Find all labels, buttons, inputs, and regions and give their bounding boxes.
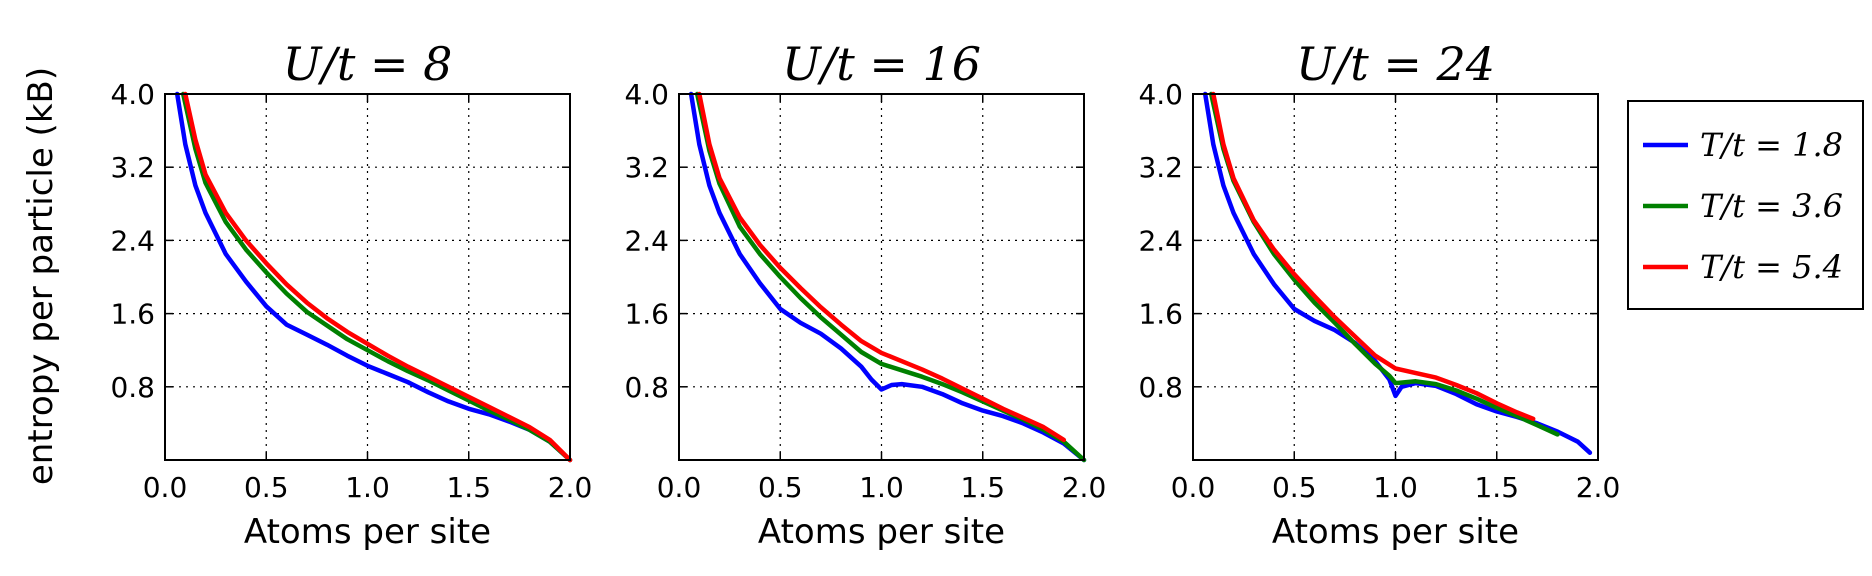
- panel-1: 0.0 0.5 1.0 1.5 2.0 0.8 1.6 2.4 3.2 4.0 Atoms per …: [110, 37, 592, 552]
- x-tick-label: 0.5: [1272, 471, 1317, 504]
- y-tick-label: 3.2: [624, 151, 669, 184]
- x-axis-label: Atoms per site: [1272, 512, 1519, 552]
- series-line-3: [697, 91, 1067, 443]
- x-tick-label: 0.0: [1171, 471, 1216, 504]
- y-tick-label: 4.0: [1138, 78, 1183, 111]
- y-tick-label: 3.2: [110, 151, 155, 184]
- y-tick-label: 0.8: [624, 371, 669, 404]
- series-line-3: [183, 91, 573, 463]
- y-tick-label: 4.0: [624, 78, 669, 111]
- legend-entry-label: T/t = 1.8: [1700, 126, 1843, 164]
- y-tick-label: 3.2: [1138, 151, 1183, 184]
- panel-3: 0.0 0.5 1.0 1.5 2.0 0.8 1.6 2.4 3.2 4.0 Atoms per …: [1138, 37, 1620, 552]
- series-line-1: [688, 91, 1087, 463]
- x-tick-label: 1.5: [960, 471, 1005, 504]
- y-tick-label: 2.4: [110, 224, 155, 257]
- x-tick-label: 0.0: [143, 471, 188, 504]
- series-line-1: [1202, 91, 1593, 455]
- panels: 0.0 0.5 1.0 1.5 2.0 0.8 1.6 2.4 3.2 4.0 Atoms per …: [110, 37, 1620, 552]
- x-tick-label: 1.5: [446, 471, 491, 504]
- x-axis-label: Atoms per site: [758, 512, 1005, 552]
- x-tick-label: 2.0: [1576, 471, 1621, 504]
- x-tick-label: 2.0: [548, 471, 593, 504]
- y-tick-label: 0.8: [1138, 371, 1183, 404]
- x-tick-label: 0.5: [758, 471, 803, 504]
- x-tick-label: 1.0: [1373, 471, 1418, 504]
- x-tick-label: 0.5: [244, 471, 289, 504]
- legend-entry-label: T/t = 5.4: [1700, 248, 1843, 286]
- y-axis-label: entropy per particle (kB): [21, 67, 61, 485]
- series-line-1: [174, 91, 573, 463]
- y-tick-label: 2.4: [1138, 224, 1183, 257]
- y-tick-label: 0.8: [110, 371, 155, 404]
- x-tick-label: 1.5: [1474, 471, 1519, 504]
- x-tick-label: 1.0: [345, 471, 390, 504]
- y-tick-label: 1.6: [110, 298, 155, 331]
- y-tick-label: 1.6: [624, 298, 669, 331]
- panel-title: U/t = 16: [782, 37, 981, 91]
- y-tick-label: 2.4: [624, 224, 669, 257]
- panel-title: U/t = 8: [283, 37, 453, 91]
- series-line-2: [180, 91, 573, 463]
- y-tick-label: 1.6: [1138, 298, 1183, 331]
- x-tick-label: 0.0: [657, 471, 702, 504]
- series-line-3: [1211, 91, 1536, 422]
- x-axis-label: Atoms per site: [244, 512, 491, 552]
- x-tick-label: 1.0: [859, 471, 904, 504]
- y-tick-label: 4.0: [110, 78, 155, 111]
- x-tick-label: 2.0: [1062, 471, 1107, 504]
- legend-entry-label: T/t = 3.6: [1700, 187, 1843, 225]
- panel-2: 0.0 0.5 1.0 1.5 2.0 0.8 1.6 2.4 3.2 4.0 Atoms per …: [624, 37, 1106, 552]
- legend: T/t = 1.8 T/t = 3.6 T/t = 5.4: [1627, 100, 1864, 310]
- panel-title: U/t = 24: [1296, 37, 1495, 91]
